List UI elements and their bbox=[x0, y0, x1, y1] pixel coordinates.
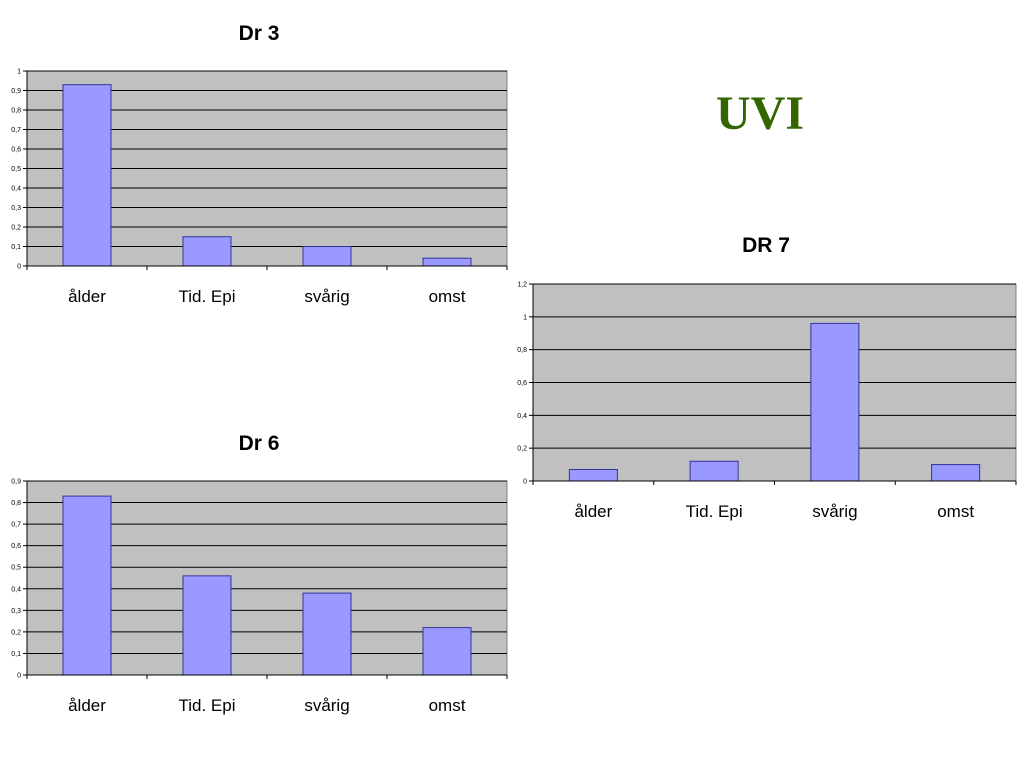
y-tick-label: 0,2 bbox=[11, 225, 21, 232]
y-tick-label: 0,6 bbox=[517, 380, 527, 387]
bar bbox=[810, 322, 860, 482]
y-tick-label: 0,4 bbox=[11, 586, 21, 593]
y-tick-label: 0,4 bbox=[517, 413, 527, 420]
y-tick-label: 0,5 bbox=[11, 565, 21, 572]
y-tick-label: 0,1 bbox=[11, 244, 21, 251]
y-tick-label: 0,5 bbox=[11, 166, 21, 173]
x-tick-label: Tid. Epi bbox=[178, 696, 235, 715]
y-tick-label: 0 bbox=[17, 264, 21, 271]
x-tick-label: svårig bbox=[812, 502, 857, 521]
x-tick-label: svårig bbox=[304, 696, 349, 715]
y-tick-label: 0,2 bbox=[11, 629, 21, 636]
y-tick-label: 0 bbox=[523, 479, 527, 486]
y-tick-label: 0,4 bbox=[11, 186, 21, 193]
x-tick-label: svårig bbox=[304, 287, 349, 306]
bar bbox=[422, 627, 472, 676]
y-tick-label: 0,6 bbox=[11, 147, 21, 154]
x-tick-label: ålder bbox=[68, 696, 106, 715]
x-tick-label: omst bbox=[937, 502, 974, 521]
bar bbox=[62, 84, 112, 267]
y-tick-label: 0,9 bbox=[11, 479, 21, 486]
bar bbox=[302, 246, 352, 267]
y-tick-label: 0,3 bbox=[11, 608, 21, 615]
y-tick-label: 0,1 bbox=[11, 651, 21, 658]
y-tick-label: 0,6 bbox=[11, 543, 21, 550]
x-tick-label: Tid. Epi bbox=[178, 287, 235, 306]
bar bbox=[302, 592, 352, 676]
y-tick-label: 0,3 bbox=[11, 205, 21, 212]
chart-dr6: Dr 6 0 0,1 0,2 0,3 0,4 0,5 0,6 0,7 0,8 0,9 ålder Ti… bbox=[11, 432, 508, 715]
y-tick-label: 0,8 bbox=[517, 347, 527, 354]
page-title: UVI bbox=[715, 87, 804, 140]
x-tick-label: omst bbox=[429, 287, 466, 306]
bar bbox=[182, 236, 232, 267]
bar bbox=[422, 257, 472, 267]
y-tick-label: 0,8 bbox=[11, 500, 21, 507]
y-tick-label: 1 bbox=[523, 314, 527, 321]
y-tick-label: 0,7 bbox=[11, 522, 21, 529]
chart-dr7: DR 7 0 0,2 0,4 0,6 0,8 1 1,2 ålder Tid. Epi svåri… bbox=[517, 234, 1017, 521]
bar bbox=[931, 464, 981, 482]
bar bbox=[182, 575, 232, 676]
y-tick-label: 0 bbox=[17, 673, 21, 680]
x-tick-label: omst bbox=[429, 696, 466, 715]
bar bbox=[568, 469, 618, 482]
x-tick-label: ålder bbox=[68, 287, 106, 306]
bar bbox=[689, 460, 739, 482]
chart-title: Dr 6 bbox=[239, 432, 280, 455]
x-tick-label: ålder bbox=[574, 502, 612, 521]
chart-dr3: Dr 3 0 0,1 0,2 0,3 0,4 0,5 0,6 0,7 0,8 0,9 1 ålder T… bbox=[11, 22, 508, 306]
y-tick-label: 1 bbox=[17, 69, 21, 76]
y-tick-label: 0,2 bbox=[517, 446, 527, 453]
y-tick-label: 1,2 bbox=[517, 282, 527, 289]
y-tick-label: 0,8 bbox=[11, 108, 21, 115]
y-tick-label: 0,9 bbox=[11, 88, 21, 95]
chart-title: DR 7 bbox=[742, 234, 790, 257]
x-tick-label: Tid. Epi bbox=[686, 502, 743, 521]
chart-title: Dr 3 bbox=[239, 22, 280, 45]
y-tick-label: 0,7 bbox=[11, 127, 21, 134]
bar bbox=[62, 495, 112, 676]
